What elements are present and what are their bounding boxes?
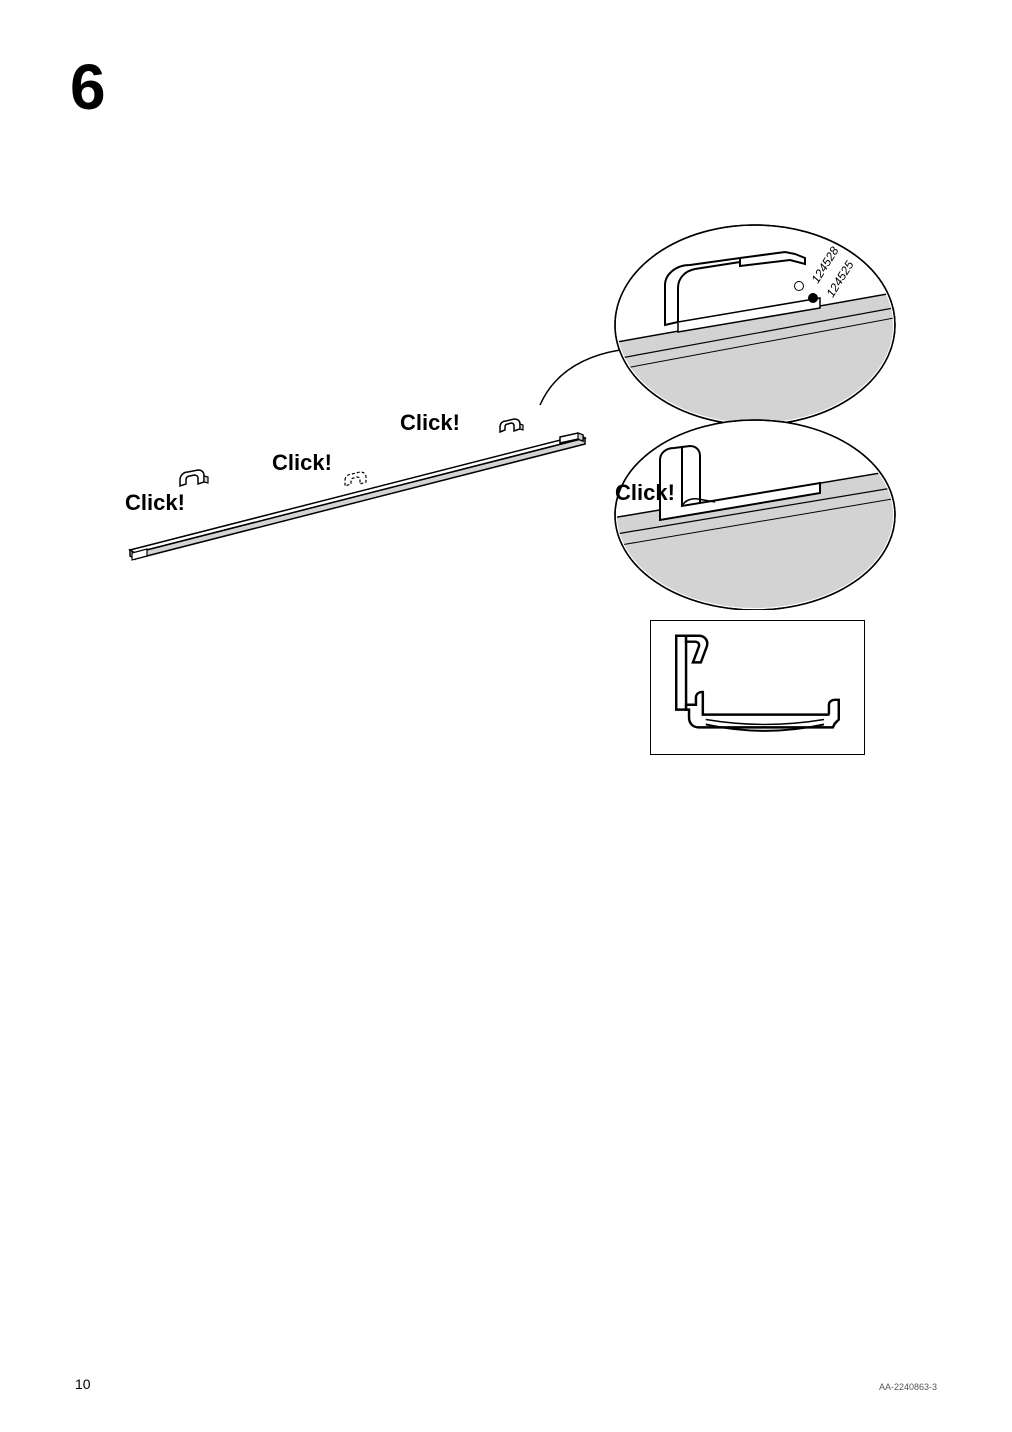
- legend-circle-white: [794, 281, 804, 291]
- document-reference: AA-2240863-3: [879, 1382, 937, 1392]
- legend-circle-black: [808, 293, 818, 303]
- step-number: 6: [70, 50, 106, 124]
- page-container: 6: [0, 0, 1012, 1432]
- click-label-3: Click!: [400, 410, 460, 436]
- click-label-1: Click!: [125, 490, 185, 516]
- profile-crosssection-svg: [651, 621, 864, 754]
- detail-circle-top: [600, 225, 900, 425]
- click-label-4: Click!: [615, 480, 675, 506]
- rail-assembly: [130, 419, 585, 560]
- detail-circle-bottom: [600, 420, 900, 610]
- assembly-diagram: [120, 210, 900, 610]
- profile-crosssection-box: [650, 620, 865, 755]
- page-number: 10: [75, 1376, 91, 1392]
- click-label-2: Click!: [272, 450, 332, 476]
